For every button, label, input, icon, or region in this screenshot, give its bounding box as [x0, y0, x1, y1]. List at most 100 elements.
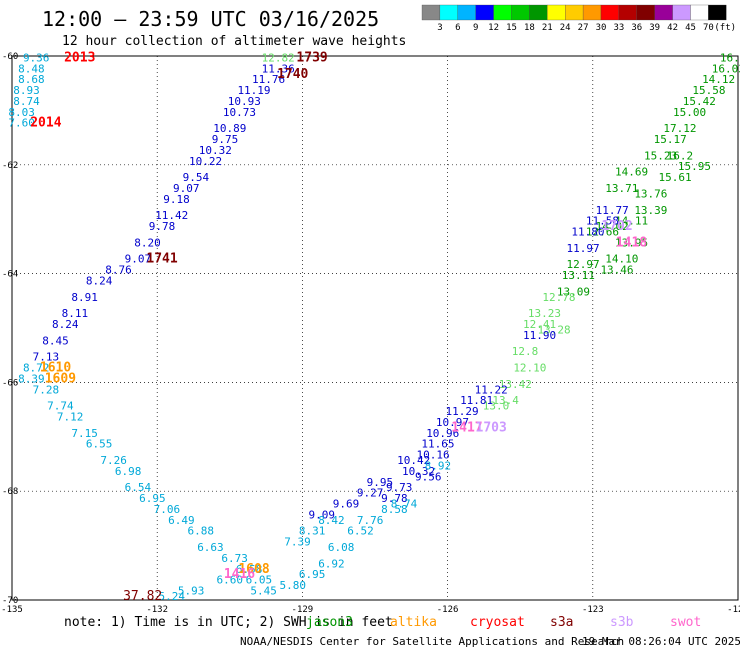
colorbar-label: 45 [685, 23, 696, 33]
mission-cryosat: cryosat [470, 615, 525, 630]
data-label: 7.60 [8, 117, 35, 130]
data-label: 11.36 [262, 62, 295, 75]
x-tick-label: -120 [727, 605, 740, 615]
data-label: 9.73 [386, 481, 413, 494]
colorbar-label: 33 [613, 23, 624, 33]
data-label: 9.54 [183, 171, 210, 184]
data-label: 1741 [146, 252, 177, 267]
data-label: 7.13 [33, 351, 60, 364]
colorbar-swatch [582, 4, 602, 21]
data-label: 10.73 [223, 106, 256, 119]
data-label: 15.61 [659, 171, 692, 184]
data-label: 7.39 [284, 536, 311, 549]
data-label: 12.8 [512, 345, 539, 358]
mission-swot: swot [670, 615, 701, 630]
data-label: 7.26 [100, 454, 127, 467]
data-label: 8.20 [134, 236, 161, 249]
data-label: 12.66 [586, 226, 619, 239]
mission-s3b: s3b [610, 615, 634, 630]
data-label: 9.95 [367, 476, 394, 489]
colorbar-label: 24 [560, 23, 571, 33]
data-label: 9.56 [415, 470, 442, 483]
data-label: 6.08 [328, 541, 355, 554]
data-label: 8.72 [23, 362, 50, 375]
data-label: 15.42 [683, 95, 716, 108]
data-label: 6.52 [347, 525, 374, 538]
data-label: 6.88 [188, 525, 215, 538]
colorbar-swatch [511, 4, 530, 21]
data-label: 9.78 [381, 492, 408, 505]
data-label: 6.60 [217, 574, 244, 587]
data-label: 17.12 [663, 122, 696, 135]
data-label: 11.77 [596, 204, 629, 217]
colorbar-label: 70 [703, 23, 714, 33]
x-tick-label: -126 [437, 605, 459, 615]
data-label: 12.41 [523, 318, 556, 331]
data-label: 6.55 [86, 438, 113, 451]
data-label: 8.48 [18, 62, 45, 75]
colorbar-label: 3 [437, 23, 442, 33]
data-label: 13.28 [538, 323, 571, 336]
data-label: 15.17 [654, 133, 687, 146]
data-label: 6.54 [125, 481, 152, 494]
y-tick-label: -70 [2, 596, 18, 606]
data-label: 9.27 [357, 487, 384, 500]
data-label: 9.09 [309, 508, 336, 521]
colorbar-swatch [708, 4, 727, 21]
data-label: 6.73 [221, 552, 248, 565]
data-label: 6.95 [299, 568, 326, 581]
x-tick-label: -123 [582, 605, 604, 615]
y-tick-label: -60 [2, 52, 18, 62]
data-label: 6.92 [318, 557, 345, 570]
data-label: 13.4 [492, 394, 519, 407]
data-label: 15.95 [678, 160, 711, 173]
data-label: 1418 [616, 235, 647, 250]
data-label: 8.24 [52, 318, 79, 331]
data-label: 11.58 [586, 215, 619, 228]
data-label: 11.29 [446, 405, 479, 418]
data-label: 8.58 [381, 503, 408, 516]
note-text: note: 1) Time is in UTC; 2) SWH is in fe… [64, 615, 393, 630]
data-label: 6.98 [115, 465, 142, 478]
mission-altika: altika [390, 615, 437, 630]
colorbar-swatch [618, 4, 637, 21]
data-label: 6.58 [236, 563, 263, 576]
colorbar-swatch [672, 4, 691, 21]
chart-title: 12:00 – 23:59 UTC 03/16/2025 [42, 7, 379, 31]
plot-frame [11, 55, 739, 601]
data-label: 10.93 [228, 95, 261, 108]
colorbar-swatch [457, 4, 476, 21]
data-label: 6.63 [197, 541, 224, 554]
data-label: 8.74 [13, 95, 40, 108]
data-label: 7.06 [154, 503, 181, 516]
data-label: 16.2 [667, 149, 694, 162]
data-label: 7.76 [357, 514, 384, 527]
colorbar-label: 27 [578, 23, 589, 33]
y-ticks: -60 -62 -64 -66 -68 -70 [2, 52, 18, 606]
colorbar-label: 18 [524, 23, 535, 33]
colorbar-label: 42 [667, 23, 678, 33]
data-label: 14.10 [605, 253, 638, 266]
data-label: 8.11 [62, 307, 89, 320]
colorbar-label: 36 [631, 23, 642, 33]
data-label: 9.69 [333, 498, 360, 511]
data-label: 12.82 [262, 51, 295, 64]
data-label: 37.82 [123, 589, 162, 604]
data-label: 13.0 [483, 400, 510, 413]
data-label: 8.93 [13, 84, 40, 97]
data-label: 9.36 [23, 51, 50, 64]
data-label: 13.95 [615, 236, 648, 249]
data-label: 11.90 [523, 329, 556, 342]
footer-timestamp: 19 Mar 08:26:04 UTC 2025 [582, 635, 740, 648]
x-tick-label: -135 [1, 605, 23, 615]
y-tick-label: -66 [2, 378, 18, 388]
colorbar-label: 6 [455, 23, 460, 33]
colorbar-label: 21 [542, 23, 553, 33]
data-label: 5.45 [250, 585, 277, 598]
colorbar-swatch [529, 4, 548, 21]
data-label: 8.91 [71, 291, 98, 304]
data-label: 11.97 [567, 242, 600, 255]
mission-s3a: s3a [550, 615, 573, 630]
colorbar-swatch [600, 4, 620, 21]
